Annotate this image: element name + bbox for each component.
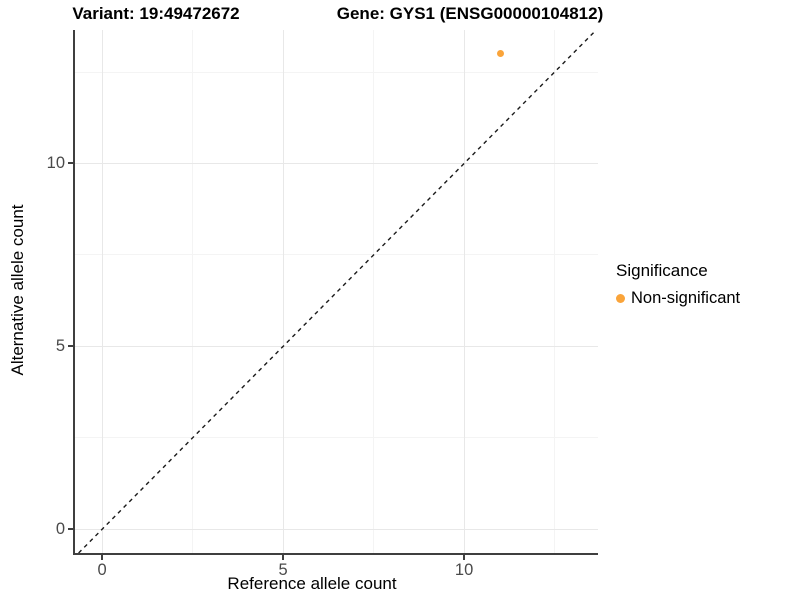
identity-line [78,30,597,553]
legend: Significance Non-significant [616,260,740,308]
y-tick [68,162,73,165]
x-gridline-major [101,30,103,553]
y-tick-label: 0 [55,519,65,538]
plot-title-gene: Gene: GYS1 (ENSG00000104812) [336,4,604,23]
y-tick [68,345,73,348]
y-gridline-major [75,345,598,347]
x-tick [101,555,104,560]
x-tick [282,555,285,560]
x-gridline-minor [373,30,375,553]
y-tick [68,528,73,531]
legend-item: Non-significant [616,288,740,308]
x-tick [463,555,466,560]
legend-title: Significance [616,261,708,280]
x-tick-label: 10 [454,561,474,579]
plot-title-variant: Variant: 19:49472672 [72,4,240,23]
x-gridline-major [282,30,284,553]
x-gridline-major [463,30,465,553]
legend-item-label: Non-significant [631,288,741,307]
x-gridline-minor [192,30,194,553]
x-gridline-minor [554,30,556,553]
y-axis-title: Alternative allele count [8,204,27,376]
x-tick-label: 5 [278,561,288,579]
y-gridline-minor [75,437,598,439]
x-tick-label: 0 [97,561,107,579]
y-gridline-major [75,162,598,164]
reference-line-layer [78,30,597,553]
y-gridline-minor [75,254,598,256]
y-gridline-minor [75,71,598,73]
plot-panel: 0 5 10 0 5 10 [47,30,598,578]
y-tick-label: 10 [46,154,65,173]
y-gridline-major [75,528,598,530]
x-axis-title: Reference allele count [227,574,397,593]
legend-point-icon [616,293,625,303]
data-point [496,50,504,58]
y-tick-label: 5 [55,337,65,356]
